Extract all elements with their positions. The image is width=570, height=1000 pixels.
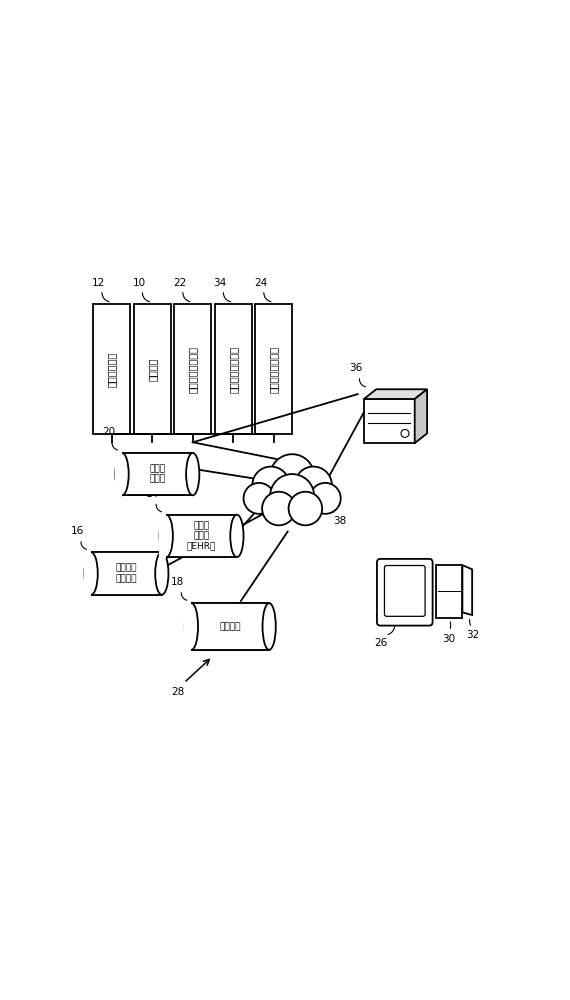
Text: 38: 38	[333, 516, 347, 526]
Bar	[255, 304, 292, 434]
Text: 32: 32	[466, 630, 479, 640]
Text: 本地数据: 本地数据	[219, 622, 241, 631]
Polygon shape	[122, 453, 193, 495]
Text: 建模单元: 建模单元	[147, 357, 157, 381]
Ellipse shape	[263, 603, 276, 650]
Text: 医院风险管理单元: 医院风险管理单元	[188, 346, 198, 393]
Polygon shape	[364, 389, 427, 399]
Text: 22: 22	[173, 278, 186, 288]
Bar	[174, 304, 211, 434]
Text: 28: 28	[172, 687, 185, 697]
Polygon shape	[84, 551, 91, 596]
Ellipse shape	[230, 515, 243, 557]
Text: 住院患者
出院摘要: 住院患者 出院摘要	[116, 564, 137, 583]
Text: 34: 34	[213, 278, 226, 288]
Text: 风险预
测模型: 风险预 测模型	[149, 464, 165, 484]
Polygon shape	[184, 602, 192, 651]
Text: 30: 30	[442, 634, 455, 644]
Circle shape	[310, 483, 341, 514]
Text: 14: 14	[146, 489, 160, 499]
Polygon shape	[462, 565, 472, 615]
Bar	[93, 304, 131, 434]
Text: 36: 36	[349, 363, 363, 373]
Polygon shape	[192, 603, 269, 650]
Circle shape	[288, 492, 322, 525]
Text: 电子病
院记录
（EHR）: 电子病 院记录 （EHR）	[187, 521, 216, 551]
Circle shape	[262, 492, 296, 525]
Polygon shape	[415, 389, 427, 443]
Ellipse shape	[84, 552, 98, 595]
Text: 20: 20	[102, 427, 115, 437]
Circle shape	[270, 474, 314, 518]
Ellipse shape	[186, 453, 199, 495]
Circle shape	[270, 454, 314, 498]
Text: 24: 24	[254, 278, 267, 288]
Text: 10: 10	[132, 278, 145, 288]
Text: 12: 12	[92, 278, 105, 288]
Bar	[215, 304, 252, 434]
Text: 18: 18	[172, 577, 185, 587]
Circle shape	[253, 467, 290, 504]
Polygon shape	[364, 399, 415, 443]
Text: 数据收集单元: 数据收集单元	[107, 352, 117, 387]
Bar	[435, 565, 462, 618]
FancyBboxPatch shape	[377, 559, 433, 626]
Ellipse shape	[160, 515, 173, 557]
Circle shape	[243, 483, 275, 514]
Text: 16: 16	[71, 526, 84, 536]
Circle shape	[401, 429, 409, 437]
Polygon shape	[91, 552, 162, 595]
Polygon shape	[115, 452, 122, 496]
Ellipse shape	[155, 552, 169, 595]
Text: 26: 26	[374, 638, 387, 648]
Circle shape	[295, 467, 332, 504]
Bar	[134, 304, 171, 434]
Text: 患者风险评分单元: 患者风险评分单元	[268, 346, 279, 393]
Polygon shape	[166, 515, 237, 557]
Ellipse shape	[115, 453, 129, 495]
FancyBboxPatch shape	[384, 566, 425, 616]
Ellipse shape	[185, 603, 198, 650]
Text: 患者出院管理单元: 患者出院管理单元	[228, 346, 238, 393]
Polygon shape	[158, 514, 166, 558]
